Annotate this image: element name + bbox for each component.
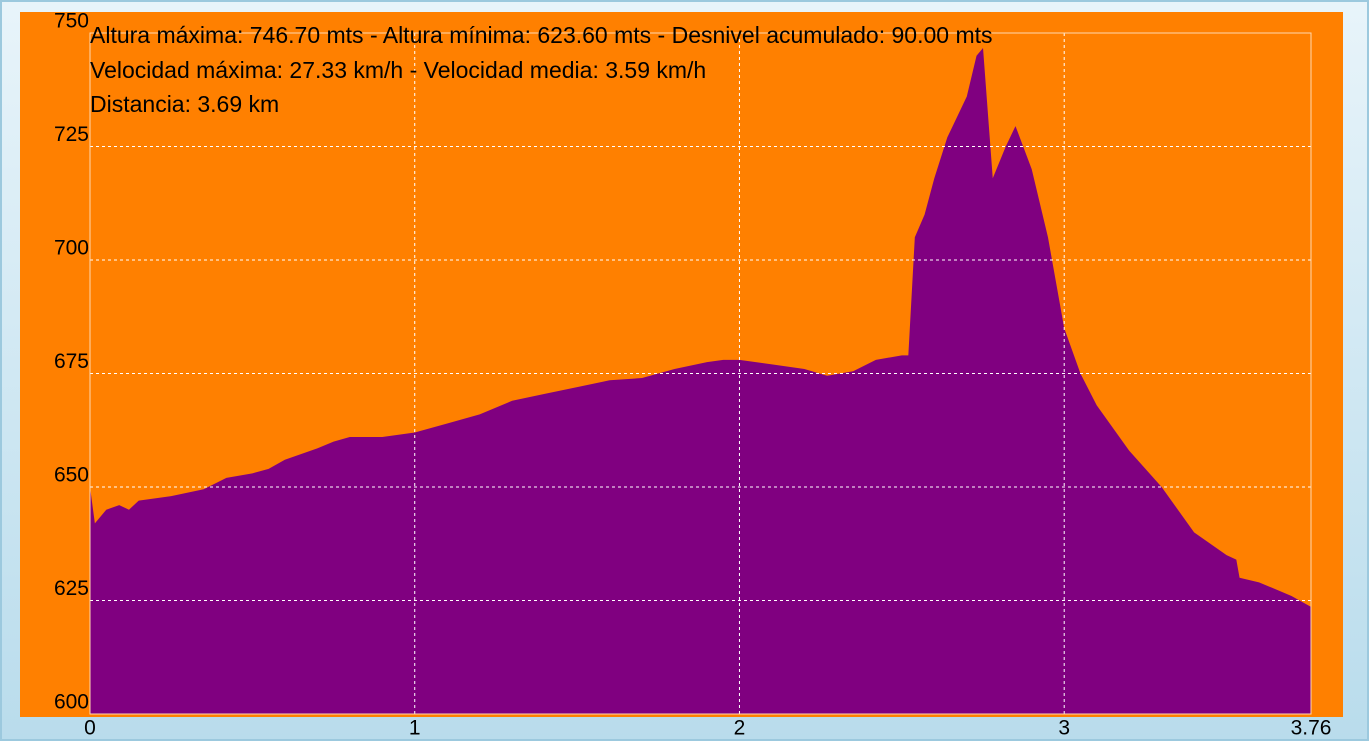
y-tick-label: 625 <box>54 577 89 600</box>
annotation: Distancia: 3.69 km <box>90 91 279 117</box>
x-tick-label: 1 <box>409 717 421 740</box>
elevation-area <box>90 47 1311 715</box>
y-tick-label: 675 <box>54 350 89 373</box>
y-tick-label: 750 <box>54 10 89 33</box>
y-tick-label: 650 <box>54 464 89 487</box>
y-tick-label: 700 <box>54 237 89 260</box>
annotation: Altura máxima: 746.70 mts - Altura mínim… <box>90 22 993 48</box>
x-tick-label: 3.76 <box>1291 717 1332 740</box>
y-tick-label: 725 <box>54 123 89 146</box>
annotation: Velocidad máxima: 27.33 km/h - Velocidad… <box>90 57 706 83</box>
x-tick-label: 0 <box>84 717 96 740</box>
y-tick-label: 600 <box>54 691 89 714</box>
x-tick-label: 3 <box>1058 717 1070 740</box>
plot-border <box>89 32 1312 715</box>
x-tick-label: 2 <box>734 717 746 740</box>
